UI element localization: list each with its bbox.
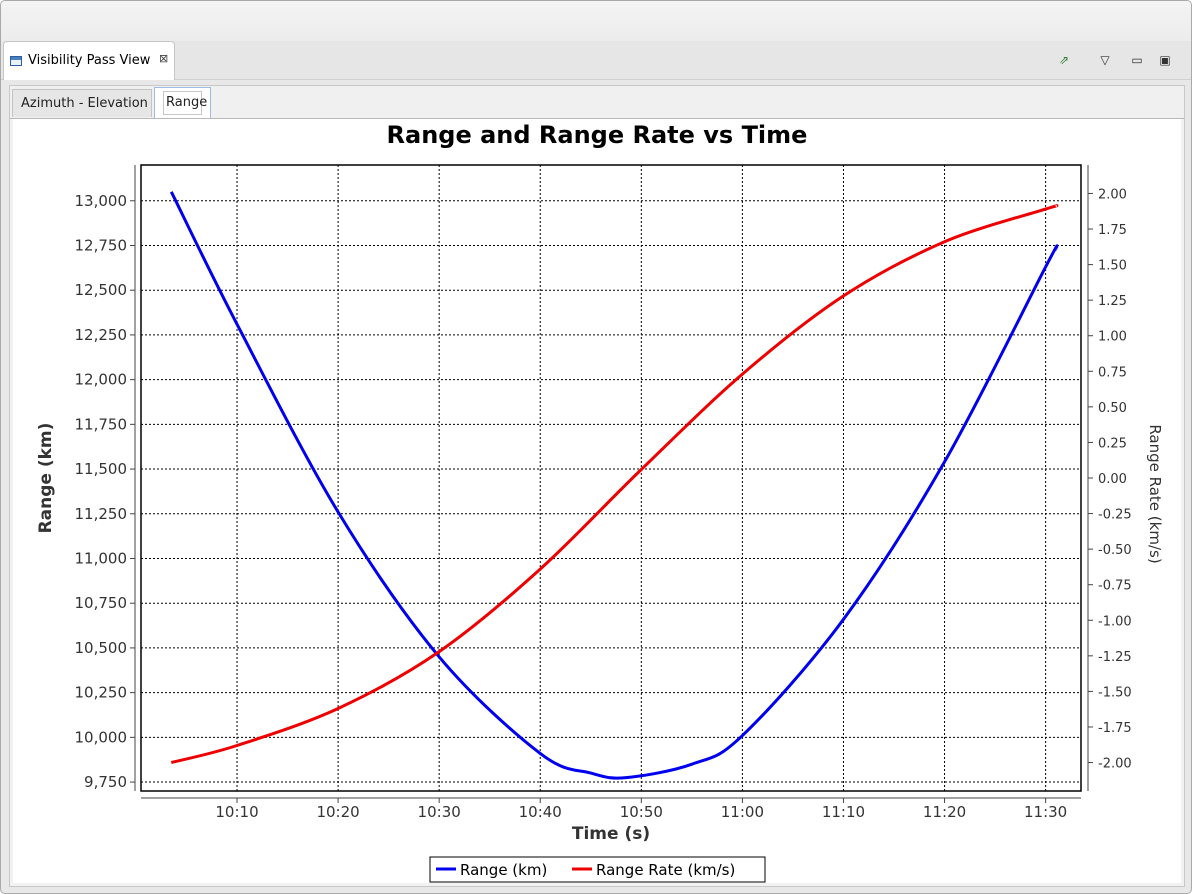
minimize-icon[interactable]: ▭ (1131, 53, 1143, 67)
x-tick-label: 11:10 (822, 803, 865, 821)
y-right-tick-label: 1.25 (1098, 294, 1127, 309)
y-right-tick-label: 0.75 (1098, 365, 1127, 380)
export-icon[interactable]: ⇗ (1058, 53, 1070, 67)
y-right-tick-label: 0.00 (1098, 472, 1127, 487)
y-left-tick-label: 12,750 (75, 236, 128, 254)
legend-box (429, 856, 766, 883)
view-content: Azimuth - Elevation Range Range and Rang… (9, 85, 1185, 887)
y-left-tick-label: 10,000 (75, 728, 128, 746)
chart-panel: Range and Range Rate vs Time 9,750 10,000… (13, 119, 1181, 883)
x-tick-label: 11:20 (923, 803, 966, 821)
tab-range[interactable]: Range (154, 87, 211, 118)
range-chart: Range and Range Rate vs Time 9,750 10,000… (36, 121, 1164, 883)
x-tick-label: 10:30 (418, 803, 461, 821)
y-axis-label-left: Range (km) (36, 423, 56, 534)
y-right-tick-label: -1.50 (1098, 685, 1132, 700)
y-left-tick-label: 12,000 (75, 371, 128, 389)
y-right-tick-label: -0.75 (1098, 579, 1132, 594)
x-tick-label: 11:00 (721, 803, 764, 821)
view-tab-title: Visibility Pass View (28, 53, 151, 68)
y-left-tick-label: 10,750 (75, 594, 128, 612)
x-tick-label: 11:30 (1024, 803, 1067, 821)
y-left-tick-label: 11,000 (75, 549, 128, 567)
x-axis-label: Time (s) (572, 824, 650, 844)
x-tick-label: 10:50 (620, 803, 663, 821)
y-right-tick-label: 1.75 (1098, 223, 1127, 238)
y-right-tick-label: -0.50 (1098, 543, 1132, 558)
y-right-tick-label: -1.00 (1098, 614, 1132, 629)
y-right-tick-label: 1.50 (1098, 259, 1127, 274)
tab-range-label: Range (163, 91, 207, 115)
y-left-tick-label: 10,500 (75, 639, 128, 657)
y-right-tick-label: 2.00 (1098, 187, 1127, 202)
y-left-tick-label: 11,500 (75, 460, 128, 478)
chart-title: Range and Range Rate vs Time (387, 121, 808, 149)
close-icon[interactable]: ⊠ (159, 52, 169, 65)
chart-tab-bar: Azimuth - Elevation Range (10, 86, 1184, 119)
y-left-tick-label: 11,250 (75, 505, 128, 523)
legend-label-range: Range (km) (460, 861, 547, 879)
y-left-tick-label: 12,500 (75, 281, 128, 299)
y-right-tick-label: 1.00 (1098, 330, 1127, 345)
view-window-icon (10, 56, 22, 66)
legend-label-range-rate: Range Rate (km/s) (596, 861, 735, 879)
y-right-tick-label: 0.50 (1098, 401, 1127, 416)
y-right-tick-label: -1.75 (1098, 721, 1132, 736)
view-toolbar: Visibility Pass View ⊠ ⇗ ▽ ▭ ▣ (1, 41, 1191, 80)
y-left-tick-label: 10,250 (75, 684, 128, 702)
x-tick-label: 10:40 (519, 803, 562, 821)
chart-legend: Range (km) Range Rate (km/s) (429, 856, 766, 883)
y-left-tick-label: 11,750 (75, 415, 128, 433)
tab-azimuth-elevation[interactable]: Azimuth - Elevation (12, 89, 152, 117)
series-range-line (169, 191, 1059, 780)
x-tick-label: 10:10 (215, 803, 258, 821)
y-right-tick-label: -1.25 (1098, 650, 1132, 665)
y-left-tick-label: 12,250 (75, 326, 128, 344)
plot-area (140, 164, 1082, 792)
y-right-tick-label: 0.25 (1098, 436, 1127, 451)
view-menu-icon[interactable]: ▽ (1100, 53, 1110, 67)
y-left-tick-label: 13,000 (75, 192, 128, 210)
y-axis-label-right: Range Rate (km/s) (1146, 424, 1164, 563)
y-left-tick-label: 9,750 (84, 773, 127, 791)
series-range-rate-line (170, 204, 1059, 764)
window-top-band (1, 1, 1191, 41)
maximize-icon[interactable]: ▣ (1159, 53, 1171, 67)
x-tick-label: 10:20 (316, 803, 359, 821)
y-right-tick-label: -0.25 (1098, 508, 1132, 523)
y-right-tick-label: -2.00 (1098, 757, 1132, 772)
view-tab-visibility-pass[interactable]: Visibility Pass View ⊠ (3, 41, 175, 80)
